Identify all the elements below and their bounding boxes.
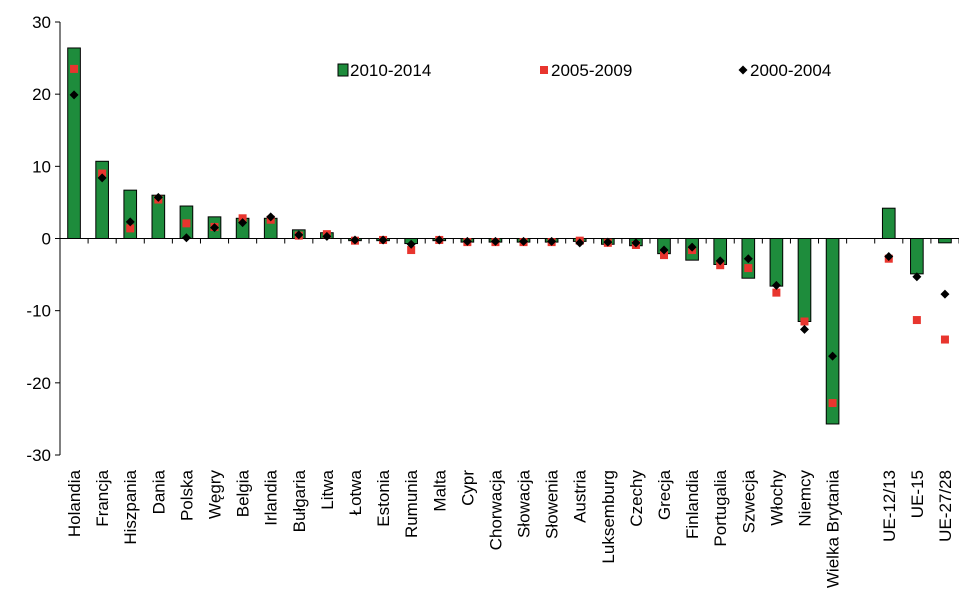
y-tick-label: -20 <box>26 374 51 393</box>
bar-2010-2014 <box>797 238 812 322</box>
marker-2005-2009 <box>126 224 135 233</box>
x-tick-label: Szwecja <box>739 469 758 533</box>
marker-2000-2004 <box>97 173 107 183</box>
x-tick-label: Niemcy <box>795 470 814 527</box>
marker-2000-2004 <box>406 239 416 249</box>
marker-2000-2004 <box>322 231 332 241</box>
marker-2000-2004 <box>743 254 753 264</box>
marker-2000-2004 <box>603 237 613 247</box>
marker-2000-2004 <box>799 324 809 334</box>
x-tick-label: UE-15 <box>908 470 927 518</box>
marker-2000-2004 <box>210 223 220 233</box>
marker-2000-2004 <box>519 236 529 246</box>
x-tick-label: Węgry <box>206 470 225 520</box>
x-tick-label: Litwa <box>318 469 337 509</box>
legend-swatch-2010-2014 <box>337 63 349 77</box>
marker-2000-2004 <box>378 235 388 245</box>
x-tick-label: Francja <box>93 469 112 526</box>
x-tick-label: Finlandia <box>683 469 702 539</box>
x-tick-label: Bułgaria <box>290 469 309 532</box>
x-tick-label: Portugalia <box>711 469 730 546</box>
marker-2000-2004 <box>547 236 557 246</box>
axes-layer <box>55 21 959 456</box>
marker-2000-2004 <box>350 235 360 245</box>
marker-2000-2004 <box>771 280 781 290</box>
legend-label: 2010-2014 <box>350 61 431 80</box>
y-tick-label: 20 <box>32 85 51 104</box>
marker-2000-2004 <box>715 256 725 266</box>
marker-2000-2004 <box>153 192 163 202</box>
x-tick-label: Włochy <box>767 470 786 526</box>
marker-2000-2004 <box>659 245 669 255</box>
x-tick-label: Słowacja <box>515 469 534 538</box>
ticks-layer: -30 -20 -10 0 10 20 30 Holandia Francja Hiszpania… <box>26 13 955 588</box>
marker-2000-2004 <box>69 90 79 100</box>
bar-2010-2014 <box>67 47 81 240</box>
markers-layer <box>69 64 950 408</box>
marker-2000-2004 <box>434 235 444 245</box>
y-tick-label: 0 <box>42 230 51 249</box>
marker-2000-2004 <box>687 242 697 252</box>
marker-2005-2009 <box>744 264 753 273</box>
marker-2005-2009 <box>772 288 781 297</box>
y-tick-label: -30 <box>26 446 51 465</box>
x-tick-label: Czechy <box>627 470 646 527</box>
bar-2010-2014 <box>825 238 840 425</box>
marker-2005-2009 <box>912 316 921 325</box>
marker-2000-2004 <box>631 238 641 248</box>
x-tick-label: Holandia <box>65 469 84 537</box>
x-tick-label: Austria <box>571 469 590 522</box>
marker-2005-2009 <box>70 64 79 73</box>
marker-2000-2004 <box>462 236 472 246</box>
marker-2000-2004 <box>125 217 135 227</box>
marker-2005-2009 <box>940 335 949 344</box>
x-tick-label: Grecja <box>655 469 674 520</box>
x-tick-label: Chorwacja <box>486 469 505 550</box>
legend-label: 2005-2009 <box>551 61 632 80</box>
marker-2000-2004 <box>294 230 304 240</box>
legend-label: 2000-2004 <box>750 61 831 80</box>
x-tick-label: Irlandia <box>262 469 281 525</box>
bar-2010-2014 <box>910 238 924 275</box>
marker-2000-2004 <box>238 218 248 228</box>
y-tick-label: 10 <box>32 157 51 176</box>
marker-2000-2004 <box>884 252 894 262</box>
x-tick-label: Dania <box>149 469 168 514</box>
x-tick-label: Wielka Brytania <box>824 469 843 588</box>
legend-swatch-2005-2009 <box>540 66 548 74</box>
bars-layer <box>67 47 952 425</box>
legend: 2010-2014 2005-2009 2000-2004 <box>337 61 831 80</box>
y-tick-label: -10 <box>26 302 51 321</box>
marker-2000-2004 <box>490 236 500 246</box>
x-tick-label: UE-27/28 <box>936 470 955 542</box>
x-tick-label: Łotwa <box>346 469 365 515</box>
x-tick-label: Słowenia <box>543 469 562 539</box>
marker-2000-2004 <box>575 238 585 248</box>
y-tick-label: 30 <box>32 13 51 32</box>
x-tick-label: Polska <box>177 469 196 521</box>
x-tick-label: Luksemburg <box>599 470 618 564</box>
marker-2000-2004 <box>828 351 838 361</box>
x-tick-label: Malta <box>430 469 449 511</box>
marker-2005-2009 <box>800 317 809 326</box>
marker-2005-2009 <box>182 219 191 228</box>
bar-2010-2014 <box>769 238 784 287</box>
marker-2005-2009 <box>407 246 416 255</box>
bar-2010-2014 <box>881 207 896 240</box>
x-tick-label: UE-12/13 <box>880 470 899 542</box>
x-tick-label: Hiszpania <box>121 469 140 544</box>
marker-2000-2004 <box>266 212 276 222</box>
marker-2000-2004 <box>181 233 191 243</box>
marker-2000-2004 <box>912 272 922 282</box>
x-tick-label: Cypr <box>458 470 477 506</box>
marker-2005-2009 <box>828 399 837 408</box>
bar-2010-2014 <box>938 238 952 244</box>
legend-swatch-2000-2004 <box>738 65 748 75</box>
x-tick-label: Rumunia <box>402 469 421 538</box>
marker-2000-2004 <box>940 289 950 299</box>
x-tick-label: Estonia <box>374 469 393 526</box>
marker-2005-2009 <box>660 251 669 260</box>
x-tick-label: Belgia <box>234 469 253 517</box>
